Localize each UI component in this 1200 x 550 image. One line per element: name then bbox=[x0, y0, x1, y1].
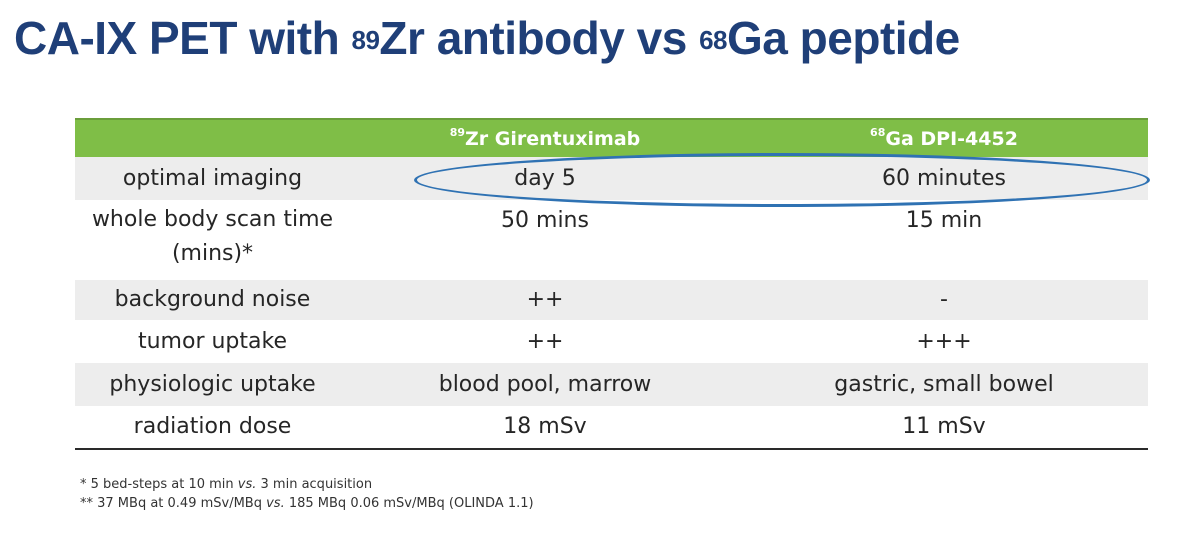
footnote-1: * 5 bed-steps at 10 min vs. 3 min acquis… bbox=[80, 475, 534, 494]
footnotes: * 5 bed-steps at 10 min vs. 3 min acquis… bbox=[80, 475, 534, 513]
zr-value: 50 mins bbox=[501, 208, 589, 233]
slide-title: CA-IX PET with 89Zr antibody vs 68Ga pep… bbox=[14, 6, 960, 70]
zr-value: 18 mSv bbox=[503, 414, 587, 439]
ga-value: +++ bbox=[916, 329, 972, 354]
header-ga-label: Ga DPI-4452 bbox=[885, 127, 1018, 150]
table-row: tumor uptake ++ +++ bbox=[75, 320, 1148, 363]
row-label: optimal imaging bbox=[122, 166, 303, 191]
table-row: background noise ++ - bbox=[75, 280, 1148, 320]
row-label: tumor uptake bbox=[137, 329, 287, 354]
table-header-row: 89Zr Girentuximab 68Ga DPI-4452 bbox=[75, 118, 1148, 157]
footnote-2: ** 37 MBq at 0.49 mSv/MBq vs. 185 MBq 0.… bbox=[80, 494, 534, 513]
footnote-2-text-b: 185 MBq 0.06 mSv/MBq (OLINDA 1.1) bbox=[284, 496, 534, 511]
ga-value: 15 min bbox=[905, 208, 983, 233]
footnote-1-text-b: 3 min acquisition bbox=[256, 477, 373, 492]
header-ga-superscript: 68 bbox=[870, 125, 886, 139]
table-row: whole body scan time (mins)* 50 mins 15 … bbox=[75, 200, 1148, 280]
zr-value: blood pool, marrow bbox=[438, 372, 652, 397]
row-label: physiologic uptake bbox=[109, 372, 316, 397]
row-label: background noise bbox=[114, 287, 311, 312]
title-superscript-68: 68 bbox=[699, 25, 728, 55]
footnote-2-vs: vs. bbox=[266, 496, 285, 511]
row-label-line2: (mins)* bbox=[171, 241, 254, 266]
ga-value: - bbox=[940, 287, 948, 312]
row-label-line1: whole body scan time bbox=[91, 207, 334, 232]
title-text-1: CA-IX PET with bbox=[14, 12, 352, 64]
zr-value: ++ bbox=[526, 329, 564, 354]
header-zr-superscript: 89 bbox=[449, 125, 466, 139]
ga-value: 11 mSv bbox=[902, 414, 986, 439]
ga-value: gastric, small bowel bbox=[834, 372, 1054, 397]
header-zr-girentuximab: 89Zr Girentuximab bbox=[350, 125, 740, 150]
footnote-1-vs: vs. bbox=[237, 477, 257, 492]
table-row: physiologic uptake blood pool, marrow ga… bbox=[75, 363, 1148, 406]
row-label: radiation dose bbox=[133, 414, 292, 439]
highlight-ellipse bbox=[414, 153, 1150, 207]
title-text-2: Zr antibody vs bbox=[379, 12, 700, 64]
footnote-1-text-a: * 5 bed-steps at 10 min bbox=[80, 477, 238, 492]
table-row: radiation dose 18 mSv 11 mSv bbox=[75, 406, 1148, 450]
header-ga-dpi-4452: 68Ga DPI-4452 bbox=[740, 125, 1148, 150]
footnote-2-text-a: ** 37 MBq at 0.49 mSv/MBq bbox=[80, 496, 267, 511]
header-zr-label: Zr Girentuximab bbox=[465, 127, 641, 150]
row-label: whole body scan time (mins)* bbox=[75, 203, 350, 271]
title-text-3: Ga peptide bbox=[727, 12, 960, 64]
title-superscript-89: 89 bbox=[351, 25, 380, 55]
zr-value: ++ bbox=[526, 287, 564, 312]
